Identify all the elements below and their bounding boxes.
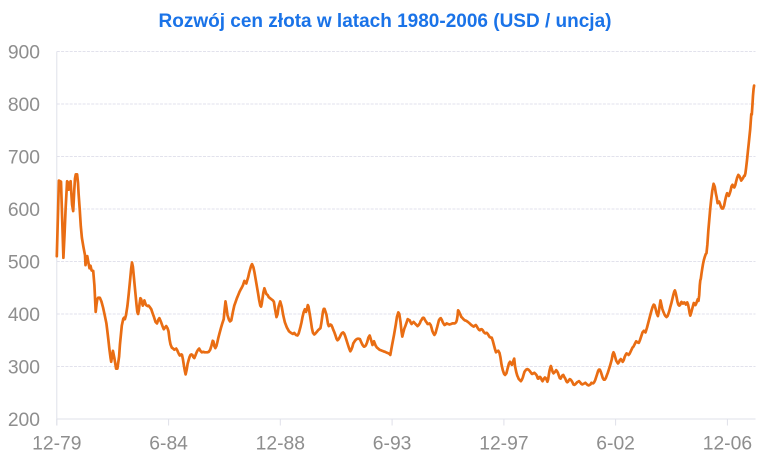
svg-text:6-84: 6-84 (149, 434, 188, 455)
svg-text:200: 200 (8, 410, 40, 431)
svg-text:600: 600 (8, 200, 40, 221)
svg-text:12-79: 12-79 (32, 434, 81, 455)
svg-text:12-97: 12-97 (479, 434, 528, 455)
svg-text:900: 900 (8, 43, 40, 64)
svg-text:6-02: 6-02 (596, 434, 635, 455)
svg-text:12-88: 12-88 (256, 434, 305, 455)
svg-text:12-06: 12-06 (703, 434, 752, 455)
svg-text:Rozwój cen złota w latach 1980: Rozwój cen złota w latach 1980-2006 (USD… (159, 11, 612, 32)
svg-text:400: 400 (8, 305, 40, 326)
svg-text:800: 800 (8, 95, 40, 116)
svg-text:500: 500 (8, 253, 40, 274)
svg-text:6-93: 6-93 (373, 434, 412, 455)
svg-text:700: 700 (8, 148, 40, 169)
svg-text:300: 300 (8, 358, 40, 379)
